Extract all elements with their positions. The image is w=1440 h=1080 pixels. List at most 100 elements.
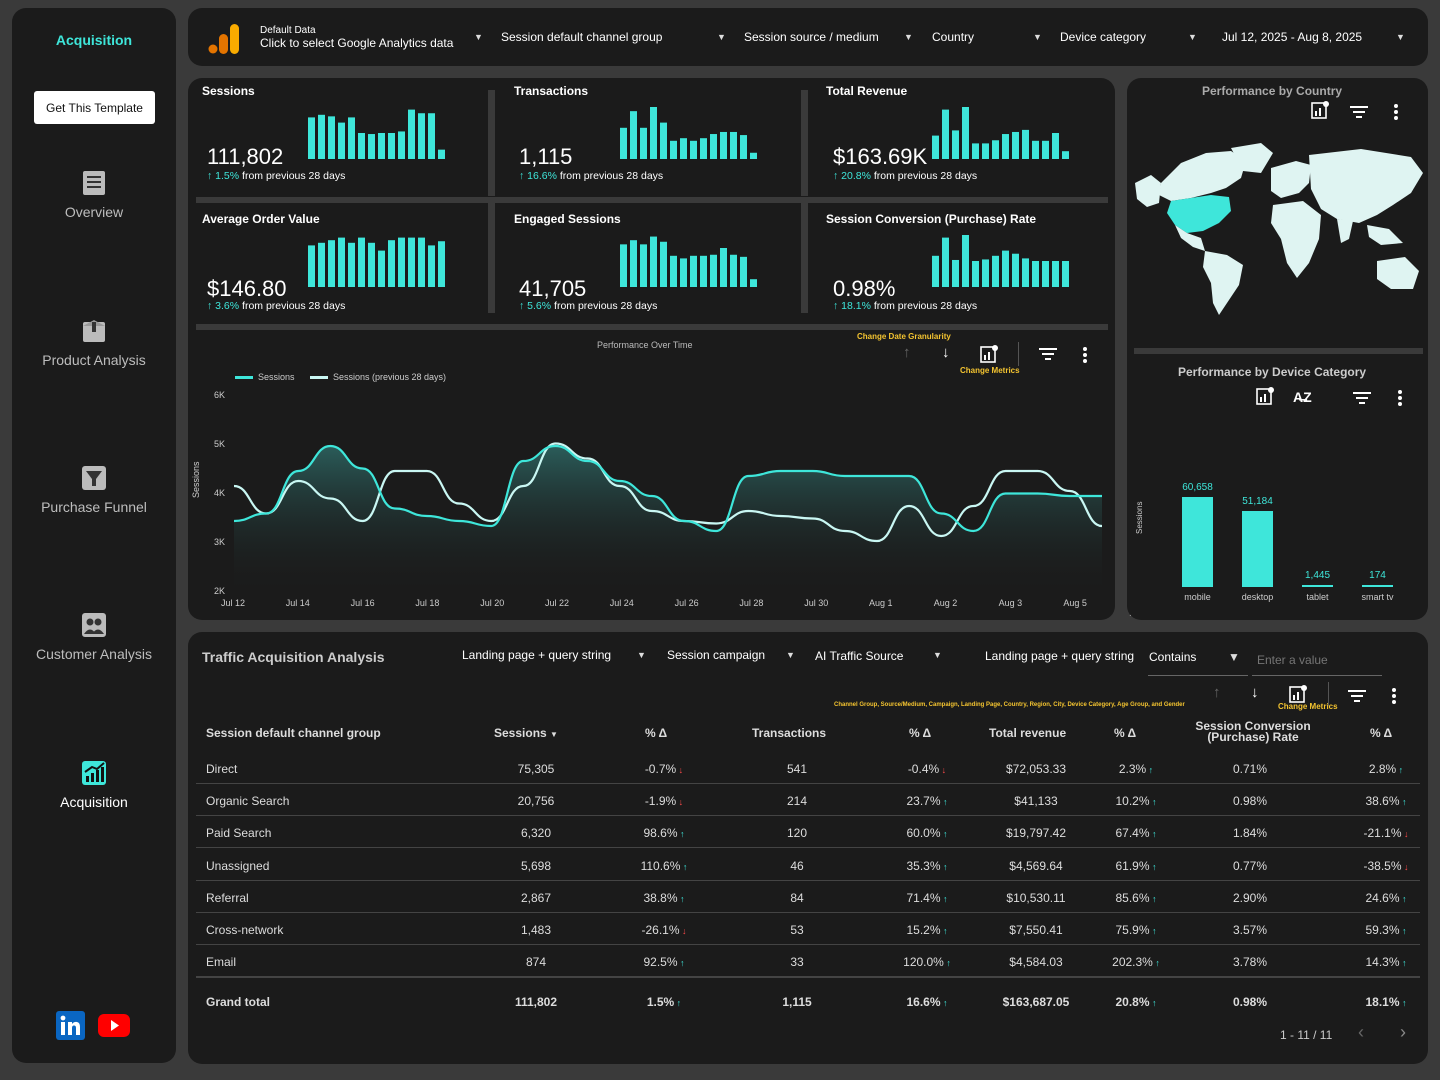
kpi-spark-bar [1052,261,1059,287]
more-options-icon[interactable] [1082,346,1088,364]
device-bar[interactable] [1242,511,1273,587]
table-total-row[interactable]: Grand total 111,802 1.5% ↑ 1,115 16.6% ↑ $163… [196,977,1420,1009]
header-conversion-delta[interactable]: % Δ [1370,726,1393,740]
operator-select[interactable]: Contains ▼ [1148,644,1248,676]
arrow-down-icon[interactable]: ↓ [942,344,950,361]
sort-az-icon[interactable]: A̶Z [1293,389,1312,405]
filter-icon[interactable] [1347,688,1367,704]
table-cell: 120 [786,826,808,841]
filter-source-medium[interactable]: Session source / medium [744,30,879,44]
nav-product-analysis[interactable]: Product Analysis [12,316,176,368]
arrow-down-icon[interactable]: ↓ [1251,684,1259,701]
kpi-title: Transactions [514,84,589,98]
arrow-down-icon: ↓ [1401,829,1409,840]
kpi-spark-bar [962,107,969,159]
youtube-icon[interactable] [98,1014,130,1037]
chevron-down-icon[interactable]: ▼ [637,650,646,660]
table-cell: -0.4% ↓ [907,762,947,776]
change-metrics-icon[interactable] [1255,386,1275,406]
table-cell: 75,305 [517,762,555,776]
device-bar[interactable] [1362,585,1393,587]
table-cell: 2,867 [520,890,552,905]
kpi-spark-bar [1012,131,1019,159]
table-row[interactable]: Organic Search 20,756 -1.9% ↓ 214 23.7% ↑ $41… [196,784,1420,817]
more-options-icon[interactable] [1393,103,1399,121]
filter-landing-page[interactable]: Landing page + query string [462,648,612,662]
device-bar[interactable] [1182,497,1213,587]
filter-icon[interactable] [1349,104,1369,120]
legend-previous-label: Sessions (previous 28 days) [333,372,447,382]
table-cell: 10.2% ↑ [1115,794,1157,809]
header-total-revenue[interactable]: Total revenue [989,726,1067,740]
filter-country[interactable]: Country [932,30,975,44]
users-icon [82,613,106,637]
linkedin-icon[interactable] [56,1011,85,1040]
kpi-spark-bar [680,138,687,159]
x-tick-label: Jul 12 [221,598,246,608]
nav-purchase-funnel[interactable]: Purchase Funnel [12,463,176,515]
arrow-up-icon[interactable]: ↑ [903,344,911,361]
date-range-picker[interactable]: Jul 12, 2025 - Aug 8, 2025 [1222,30,1363,44]
world-map[interactable] [1131,143,1425,318]
kpi-spark-bar [670,255,677,287]
header-conversion-rate[interactable]: Session Conversion (Purchase) Rate [1195,719,1311,744]
table-row[interactable]: Paid Search 6,320 98.6% ↑ 120 60.0% ↑ $19,797… [196,816,1420,849]
chevron-down-icon[interactable]: ▼ [1188,32,1197,42]
next-page-icon[interactable]: › [1400,1022,1406,1042]
header-sessions[interactable]: Sessions ▼ [494,726,558,740]
chevron-down-icon[interactable]: ▼ [717,32,726,42]
filter-ai-traffic-source[interactable]: AI Traffic Source [815,649,904,663]
more-options-icon[interactable] [1397,389,1403,407]
filter-icon[interactable] [1038,346,1058,362]
kpi-title: Total Revenue [826,84,908,98]
table-row[interactable]: Direct 75,305 -0.7% ↓ 541 -0.4% ↓ $72,053.33 2… [196,752,1420,784]
chevron-down-icon[interactable]: ▼ [1396,32,1405,42]
map-india [1337,219,1353,243]
search-value-input[interactable] [1252,644,1382,676]
filter-session-campaign[interactable]: Session campaign [667,648,766,662]
change-metrics-icon[interactable] [979,344,999,364]
header-sessions-delta[interactable]: % Δ [645,726,668,740]
arrow-up-icon: ↑ [833,170,842,182]
chevron-down-icon[interactable]: ▼ [474,32,483,42]
header-transactions[interactable]: Transactions [752,726,827,740]
table-cell: 24.6% ↑ [1365,890,1407,905]
filter-icon[interactable] [1352,390,1372,406]
arrow-up-icon: ↑ [1149,861,1157,872]
header-transactions-delta[interactable]: % Δ [909,726,932,740]
map-southeast-asia [1367,225,1403,245]
filter-device-category[interactable]: Device category [1060,30,1147,44]
header-revenue-delta[interactable]: % Δ [1114,726,1137,740]
performance-line-chart[interactable] [234,396,1102,596]
change-metrics-icon[interactable] [1310,100,1330,120]
table-row[interactable]: Cross-network 1,483 -26.1% ↓ 53 15.2% ↑ $7,55… [196,913,1420,945]
x-tick-label: Jul 14 [285,598,310,608]
arrow-up-icon[interactable]: ↑ [1213,684,1221,701]
device-bar[interactable] [1302,584,1333,587]
kpi-spark-bar [1022,258,1029,287]
table-cell: Organic Search [206,794,290,809]
kpi-spark-bar [660,122,667,159]
data-source-selector[interactable]: Click to select Google Analytics data [260,36,454,50]
filter-channel-group[interactable]: Session default channel group [501,30,663,44]
nav-customer-analysis[interactable]: Customer Analysis [12,610,176,662]
chevron-down-icon[interactable]: ▼ [933,650,942,660]
header-channel-group[interactable]: Session default channel group [206,726,381,740]
nav-overview[interactable]: Overview [12,168,176,220]
table-cell: 6,320 [520,826,552,841]
kpi-value: 111,802 [207,144,284,169]
chevron-down-icon[interactable]: ▼ [786,650,795,660]
prev-page-icon[interactable]: ‹ [1358,1022,1364,1042]
nav-acquisition[interactable]: Acquisition [12,758,176,810]
table-row[interactable]: Unassigned 5,698 110.6% ↑ 46 35.3% ↑ $4,569.6… [196,849,1420,881]
table-title: Traffic Acquisition Analysis [202,649,385,665]
change-metrics-icon[interactable] [1288,684,1308,704]
chevron-down-icon[interactable]: ▼ [1033,32,1042,42]
more-options-icon[interactable] [1391,687,1397,705]
table-row[interactable]: Email 874 92.5% ↑ 33 120.0% ↑ $4,584.03 202.3%… [196,945,1420,978]
table-row[interactable]: Referral 2,867 38.8% ↑ 84 71.4% ↑ $10,530.11 8… [196,881,1420,913]
chevron-down-icon[interactable]: ▼ [904,32,913,42]
device-y-axis-label: Sessions [1135,501,1144,534]
get-template-button[interactable]: Get This Template [34,91,155,124]
device-category-label: mobile [1184,592,1211,602]
